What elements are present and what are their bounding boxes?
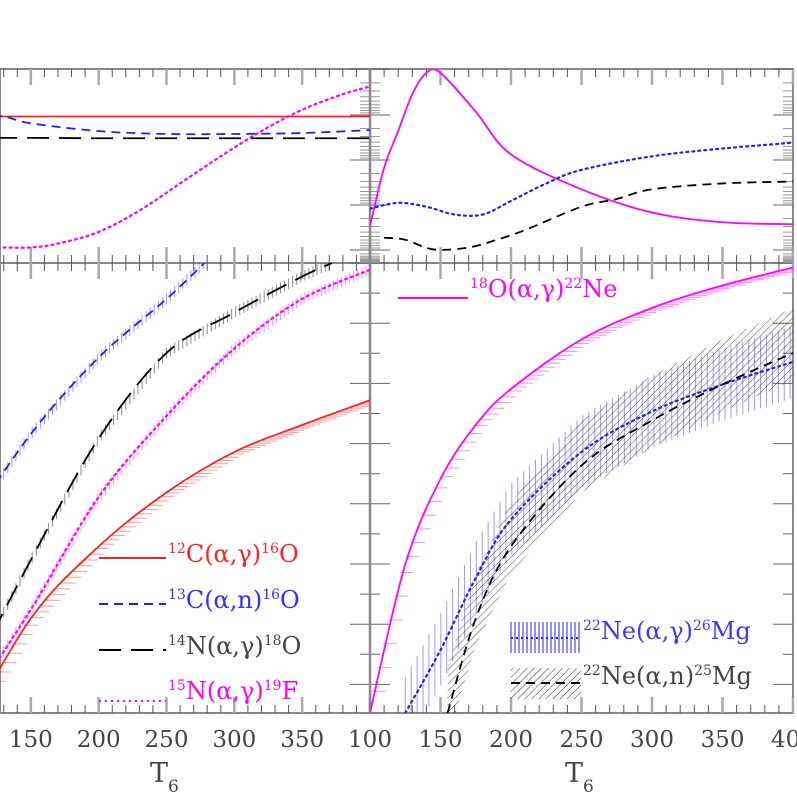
series-22ne-alpha-n-25mg: [384, 180, 793, 251]
legend-label: 14N(α,γ)18O: [168, 632, 301, 660]
x-tick-label: 350: [280, 727, 324, 753]
series-line: [0, 268, 370, 660]
legend-label: 18O(α,γ)22Ne: [470, 275, 617, 303]
legend-right: 18O(α,γ)22Ne 22Ne(α,γ)26Mg 22Ne(α,n)25Mg: [398, 275, 752, 699]
panel-top-right: [370, 69, 793, 251]
series-line: [0, 399, 370, 671]
series-22ne-alpha-gamma-26mg: [370, 141, 793, 217]
panel-bottom-right: [370, 266, 793, 713]
x-tick-label: 250: [145, 727, 189, 753]
series-18o-alpha-gamma-22ne: [370, 266, 793, 713]
x-tick-label: 300: [212, 727, 256, 753]
legend-label: 15N(α,γ)19F: [168, 677, 298, 705]
series-14n-alpha-gamma-18o: [0, 263, 333, 626]
legend-label: 22Ne(α,γ)26Mg: [583, 617, 751, 645]
x-tick-label: 150: [9, 727, 53, 753]
x-tick-label: 200: [77, 727, 121, 753]
series-13c-alpha-n-16o: [0, 263, 206, 485]
series-18o-alpha-gamma-22ne: [370, 69, 793, 227]
x-tick-label: 150: [419, 727, 463, 753]
legend-left: 12C(α,γ)16O 13C(α,n)16O 14N(α,γ)18O 15N(α,γ…: [99, 540, 301, 705]
series-line: [370, 141, 793, 217]
x-axis-title-left: T6: [150, 758, 179, 797]
x-tick-label: 350: [701, 727, 745, 753]
x-tick-label: 250: [560, 727, 604, 753]
series-15n-alpha-gamma-19f: [2, 85, 370, 249]
series-22ne-alpha-n-25mg: [446, 308, 793, 713]
x-axis-title-right: T6: [565, 758, 594, 797]
series-line: [0, 263, 333, 621]
series-line: [0, 263, 206, 480]
panel-top-left: [0, 85, 370, 249]
series-line: [370, 266, 793, 713]
series-line: [2, 85, 370, 249]
series-line: [370, 69, 793, 227]
series-line: [0, 115, 370, 136]
legend-label: 22Ne(α,n)25Mg: [583, 662, 752, 690]
legend-label: 13C(α,n)16O: [168, 586, 300, 614]
x-tick-label: 40: [771, 727, 797, 753]
x-tick-label: 200: [489, 727, 533, 753]
series-line: [446, 352, 793, 713]
series-line: [384, 180, 793, 251]
x-tick-label: 300: [630, 727, 674, 753]
series-15n-alpha-gamma-19f: [0, 264, 370, 663]
x-tick-label: 100: [348, 727, 392, 753]
legend-label: 12C(α,γ)16O: [168, 540, 299, 568]
panel-bottom-left: [0, 263, 370, 692]
series-13c-alpha-n-16o: [0, 115, 370, 136]
x-axis-tick-labels: 150 200 250 300 350 100 150 200 250 300 350 40: [9, 727, 797, 753]
series-12c-alpha-gamma-16o: [0, 399, 370, 692]
